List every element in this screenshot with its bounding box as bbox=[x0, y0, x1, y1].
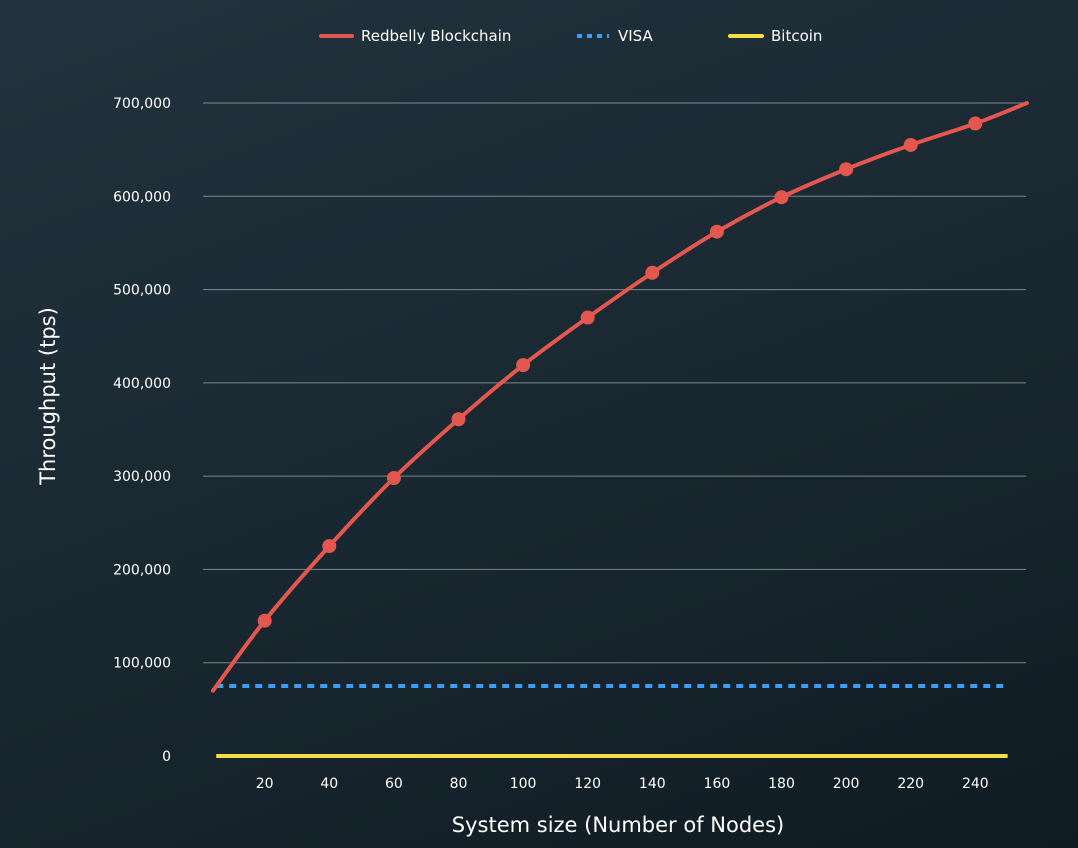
y-tick-label: 100,000 bbox=[113, 656, 171, 672]
x-tick-label: 140 bbox=[639, 776, 666, 792]
series-redbelly-point bbox=[903, 137, 918, 152]
legend-label: Redbelly Blockchain bbox=[361, 27, 511, 45]
x-axis-title: System size (Number of Nodes) bbox=[452, 813, 784, 837]
y-tick-label: 200,000 bbox=[113, 562, 171, 578]
legend-label: VISA bbox=[618, 27, 653, 45]
legend: Redbelly Blockchain VISA Bitcoin bbox=[319, 27, 822, 45]
series-layer bbox=[211, 101, 1029, 758]
y-axis: 0 100,000 200,000 300,000 400,000 500,000 600,… bbox=[113, 96, 171, 765]
x-tick-label: 200 bbox=[833, 776, 860, 792]
series-redbelly-point bbox=[451, 412, 466, 427]
x-tick-label: 40 bbox=[320, 776, 338, 792]
series-redbelly-point bbox=[774, 190, 789, 205]
x-tick-label: 160 bbox=[704, 776, 731, 792]
x-tick-label: 240 bbox=[962, 776, 989, 792]
y-tick-label: 600,000 bbox=[113, 189, 171, 205]
x-tick-label: 220 bbox=[897, 776, 924, 792]
x-tick-label: 80 bbox=[450, 776, 468, 792]
x-axis: 20 40 60 80 100 120 140 160 180 200 220 240 bbox=[256, 776, 989, 792]
series-redbelly-point bbox=[839, 162, 854, 177]
x-tick-label: 120 bbox=[574, 776, 601, 792]
grid bbox=[203, 102, 1026, 664]
y-tick-label: 0 bbox=[162, 749, 171, 765]
y-tick-label: 400,000 bbox=[113, 376, 171, 392]
y-tick-label: 700,000 bbox=[113, 96, 171, 112]
series-redbelly-point bbox=[257, 613, 272, 628]
series-redbelly-point bbox=[645, 265, 660, 280]
series-redbelly-point bbox=[968, 116, 983, 131]
series-redbelly-point bbox=[322, 539, 337, 554]
legend-label: Bitcoin bbox=[771, 27, 822, 45]
y-tick-label: 500,000 bbox=[113, 283, 171, 299]
series-redbelly-point bbox=[580, 310, 595, 325]
x-tick-label: 20 bbox=[256, 776, 274, 792]
y-axis-title: Throughput (tps) bbox=[36, 307, 60, 486]
y-tick-label: 300,000 bbox=[113, 469, 171, 485]
x-tick-label: 180 bbox=[768, 776, 795, 792]
series-redbelly-point bbox=[386, 471, 401, 486]
x-tick-label: 100 bbox=[510, 776, 537, 792]
series-redbelly-line bbox=[211, 101, 1029, 693]
x-tick-label: 60 bbox=[385, 776, 403, 792]
series-redbelly-point bbox=[516, 358, 531, 373]
series-redbelly-point bbox=[709, 224, 724, 239]
